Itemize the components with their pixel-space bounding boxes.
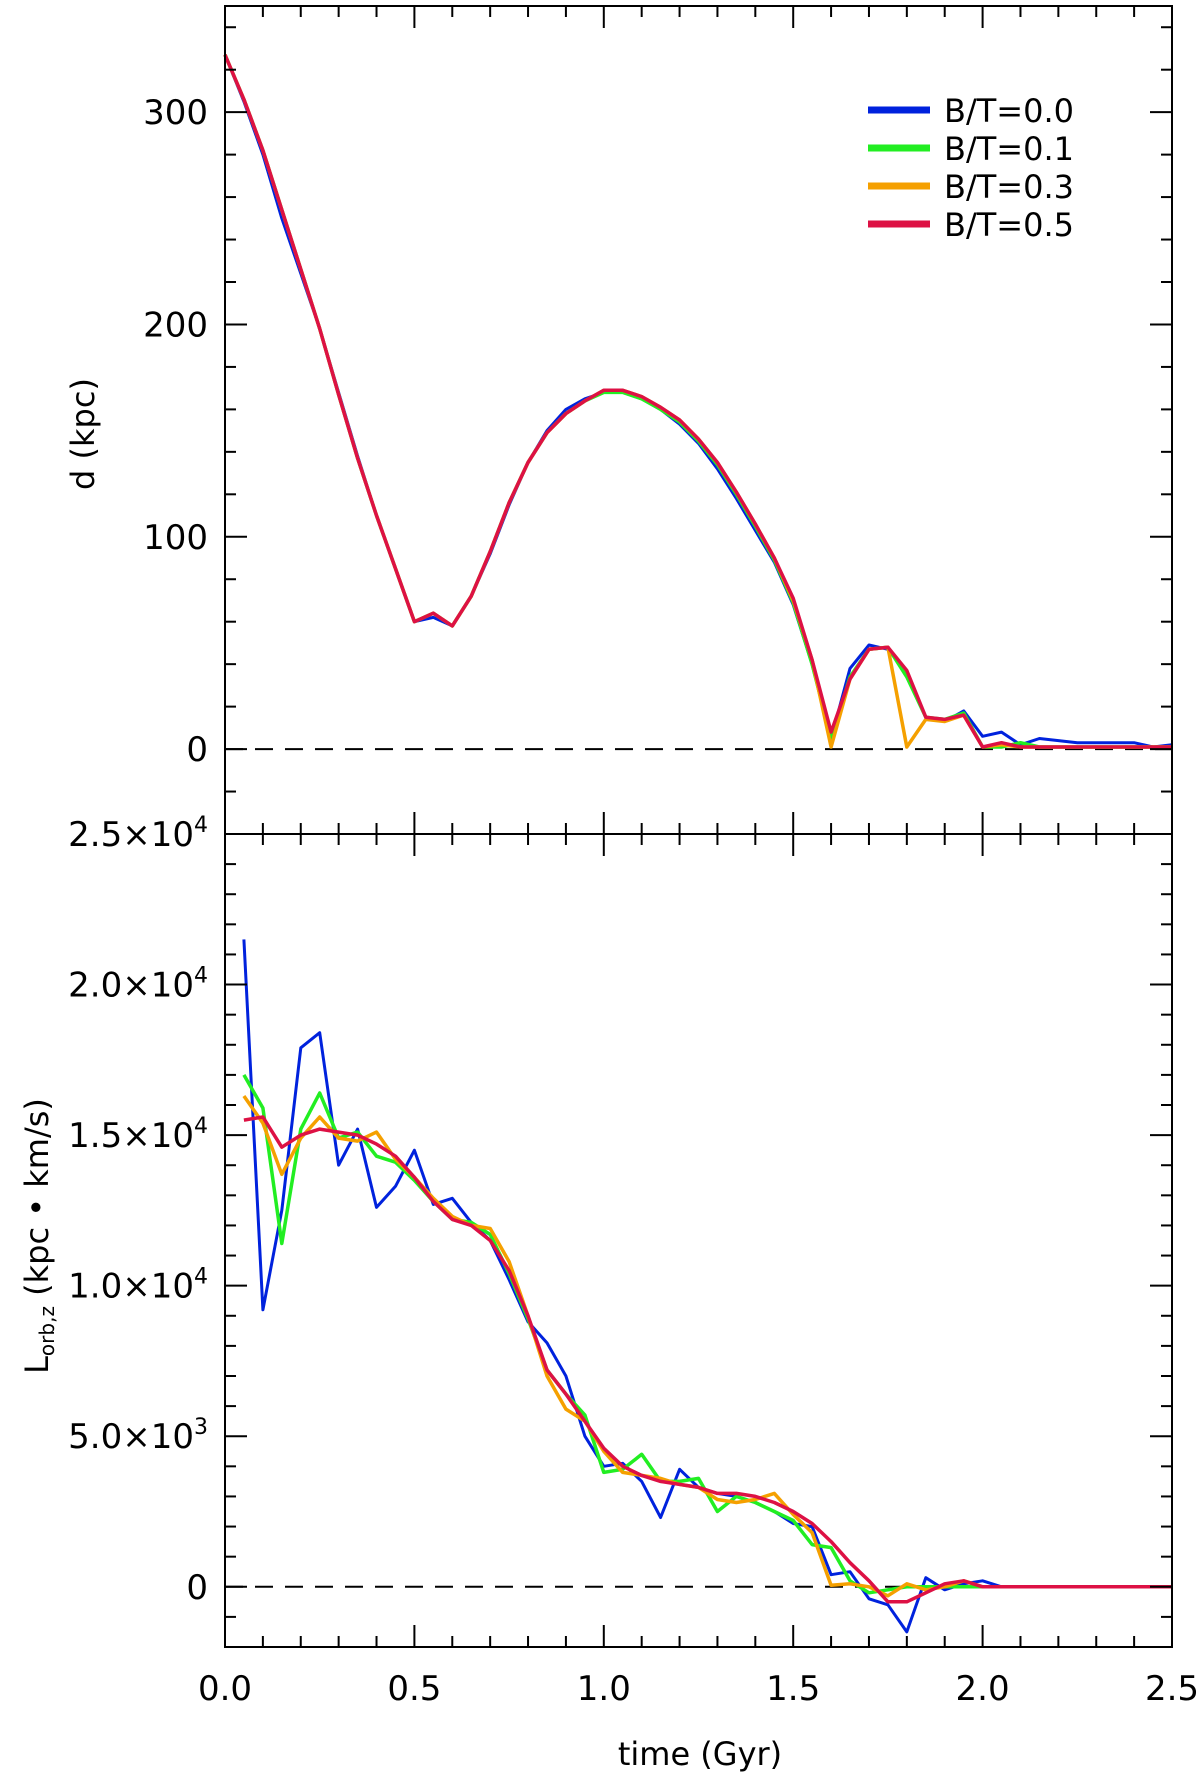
y-tick-label: 0 <box>186 1568 208 1608</box>
y-tick-label: 2.0×104 <box>68 964 208 1006</box>
y-tick-labels: 0 100 200 300 <box>143 93 208 770</box>
series-line-bt-3 <box>243 1115 1172 1604</box>
distance-panel: 0 100 200 300 d (kpc) B/T=0.0B/T=0.1B/T=0.3… <box>64 6 1173 835</box>
y-tick-label: 1.5×104 <box>68 1114 208 1156</box>
legend: B/T=0.0B/T=0.1B/T=0.3B/T=0.5 <box>868 92 1074 244</box>
series-line-bt-3 <box>223 54 1172 749</box>
y-axis-label: d (kpc) <box>64 378 102 490</box>
y-tick-label: 100 <box>143 518 208 558</box>
y-tick-label: 200 <box>143 305 208 345</box>
y-tick-label: 2.5×104 <box>68 813 208 855</box>
x-tick-labels: 0.0 0.5 1.0 1.5 2.0 2.5 <box>198 1669 1199 1709</box>
x-tick-label: 0.0 <box>198 1669 252 1709</box>
y-axis-label: Lorb,z (kpc • km/s) <box>18 1098 59 1374</box>
series-layer <box>242 939 1172 1634</box>
tick-layer <box>224 833 1173 1648</box>
legend-label: B/T=0.3 <box>944 168 1074 206</box>
legend-label: B/T=0.0 <box>944 92 1074 130</box>
y-tick-label: 1.0×104 <box>68 1265 208 1307</box>
x-tick-label: 2.0 <box>956 1669 1010 1709</box>
bottom-plot-frame <box>224 833 1173 1648</box>
series-layer <box>223 54 1173 749</box>
y-axis-label-main: L <box>18 1356 56 1374</box>
y-axis-label-units: (kpc • km/s) <box>18 1098 56 1306</box>
y-tick-labels: 0 5.0×103 1.0×104 1.5×104 2.0×104 2.5×104 <box>68 813 208 1608</box>
x-axis-label: time (Gyr) <box>618 1735 782 1773</box>
legend-label: B/T=0.1 <box>944 130 1074 168</box>
y-tick-label: 5.0×103 <box>68 1415 208 1457</box>
x-tick-label: 0.5 <box>387 1669 441 1709</box>
x-tick-label: 1.5 <box>766 1669 820 1709</box>
x-tick-label: 1.0 <box>577 1669 631 1709</box>
x-tick-label: 2.5 <box>1145 1669 1199 1709</box>
y-axis-label-subscript: orb,z <box>35 1306 59 1356</box>
legend-label: B/T=0.5 <box>944 206 1074 244</box>
y-tick-label: 0 <box>186 730 208 770</box>
angular-momentum-panel: 0 5.0×103 1.0×104 1.5×104 2.0×104 2.5×104 0.0… <box>18 813 1199 1773</box>
y-tick-label: 300 <box>143 93 208 133</box>
